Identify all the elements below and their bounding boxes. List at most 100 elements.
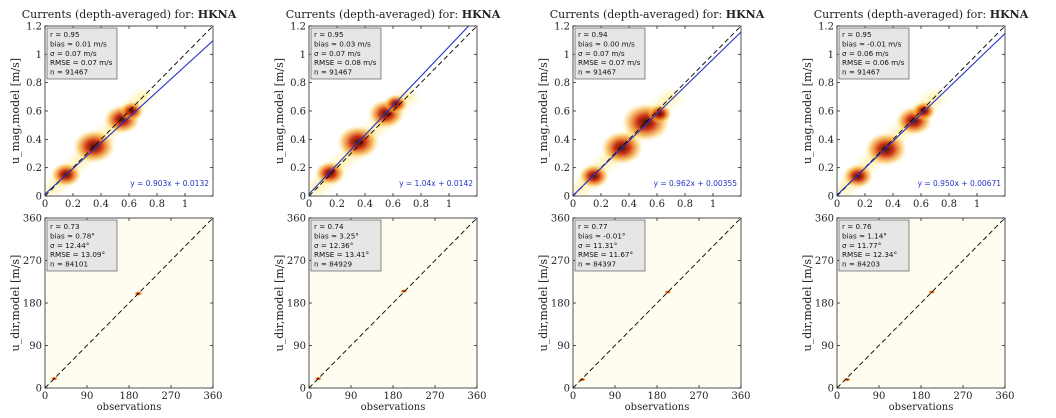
title-station: HKNA: [462, 8, 501, 21]
x-tick-label: 0.6: [385, 199, 401, 210]
y-tick-label: 0.2: [290, 163, 306, 174]
density-cloud: [309, 84, 423, 196]
stats-box: [838, 219, 910, 272]
x-tick-label: 0.8: [677, 199, 693, 210]
x-tick-label: 0: [42, 391, 48, 402]
x-tick-label: 0: [834, 391, 840, 402]
y-tick-label: 1: [300, 50, 306, 61]
stats-line: r = 0.94: [578, 30, 608, 39]
x-tick-label: 0.6: [913, 199, 929, 210]
fit-equation: y = 0.903x + 0.0132: [130, 179, 209, 188]
x-tick-label: 0.2: [857, 199, 873, 210]
stats-line: σ = 11.31°: [578, 241, 617, 250]
x-tick-label: 0.4: [357, 199, 373, 210]
x-axis-label: observations: [361, 402, 426, 413]
y-tick-label: 1: [36, 50, 42, 61]
x-tick-label: 180: [911, 391, 930, 402]
x-tick-label: 0: [42, 199, 48, 210]
y-tick-label: 180: [551, 299, 570, 310]
panel-title: Currents (depth-averaged) for: HKNA: [286, 8, 501, 21]
x-tick-label: 360: [731, 391, 750, 402]
y-axis-label: u_mag,model [m/s]: [273, 58, 286, 164]
x-tick-label: 0: [306, 199, 312, 210]
stats-line: RMSE = 12.34°: [842, 250, 897, 259]
x-tick-label: 90: [609, 391, 622, 402]
stats-line: bias = -0.01°: [578, 231, 626, 240]
y-tick-label: 180: [23, 299, 42, 310]
fit-equation: y = 0.962x + 0.00355: [654, 179, 738, 188]
x-tick-label: 270: [161, 391, 180, 402]
y-axis-label: u_dir,model [m/s]: [537, 255, 550, 352]
y-axis-label: u_dir,model [m/s]: [801, 255, 814, 352]
stats-line: bias = 0.00 m/s: [578, 39, 635, 48]
stats-line: σ = 0.07 m/s: [50, 49, 97, 58]
y-tick-label: 0.8: [26, 78, 42, 89]
stats-line: n = 84203: [842, 260, 880, 269]
density-cloud: [45, 84, 159, 196]
density-cluster: [647, 103, 673, 124]
y-tick-label: 0: [564, 384, 570, 395]
fit-line: [837, 33, 1005, 196]
stats-box: [46, 27, 118, 80]
y-tick-label: 1: [828, 50, 834, 61]
y-tick-label: 0.4: [554, 135, 570, 146]
y-axis-label: u_mag,model [m/s]: [537, 58, 550, 164]
x-tick-label: 0.6: [649, 199, 665, 210]
stats-line: n = 91467: [578, 68, 616, 77]
y-tick-label: 0.4: [26, 135, 42, 146]
y-tick-label: 90: [293, 341, 306, 352]
x-axis-label: observations: [625, 402, 690, 413]
stats-box: [838, 27, 910, 80]
y-tick-label: 0.2: [818, 163, 834, 174]
stats-line: σ = 0.07 m/s: [578, 49, 625, 58]
y-tick-label: 360: [23, 214, 42, 225]
stats-line: σ = 0.07 m/s: [314, 49, 361, 58]
x-tick-label: 90: [345, 391, 358, 402]
y-axis-label: u_mag,model [m/s]: [9, 58, 22, 164]
stats-line: n = 84929: [314, 260, 352, 269]
y-tick-label: 0.8: [818, 78, 834, 89]
stats-line: σ = 12.44°: [50, 241, 89, 250]
stats-line: n = 91467: [314, 68, 352, 77]
y-axis-label: u_dir,model [m/s]: [9, 255, 22, 352]
y-tick-label: 90: [29, 341, 42, 352]
y-tick-label: 0.4: [818, 135, 834, 146]
y-tick-label: 0.6: [554, 107, 570, 118]
y-tick-label: 360: [287, 214, 306, 225]
x-tick-label: 0.8: [149, 199, 165, 210]
fit-line: [309, 26, 470, 195]
stats-line: n = 91467: [50, 68, 88, 77]
y-tick-label: 90: [557, 341, 570, 352]
title-station: HKNA: [726, 8, 765, 21]
x-tick-label: 90: [873, 391, 886, 402]
x-tick-label: 0.4: [93, 199, 109, 210]
x-tick-label: 0.2: [593, 199, 609, 210]
panel-speed-4: 0 0.2 0.4 0.6 0.8 1 0 0.2 0.4 0.6 0.8 1 1.2 r = 0.95b…: [801, 8, 1029, 210]
y-tick-label: 270: [23, 256, 42, 267]
stats-line: bias = 0.03 m/s: [314, 39, 371, 48]
x-tick-label: 1: [974, 199, 980, 210]
density-cluster: [843, 377, 851, 382]
y-tick-label: 0.8: [290, 78, 306, 89]
title-prefix: Currents (depth-averaged) for:: [286, 8, 462, 21]
fit-equation: y = 1.04x + 0.0142: [399, 179, 473, 188]
stats-box: [310, 27, 382, 80]
y-tick-label: 0: [36, 384, 42, 395]
y-tick-label: 1.2: [26, 22, 42, 33]
y-tick-label: 0.2: [26, 163, 42, 174]
x-tick-label: 0.6: [121, 199, 137, 210]
x-axis-label: observations: [889, 402, 954, 413]
x-tick-label: 0: [570, 391, 576, 402]
stats-line: RMSE = 13.09°: [50, 250, 105, 259]
stats-line: RMSE = 11.67°: [578, 250, 633, 259]
y-tick-label: 270: [551, 256, 570, 267]
density-cluster: [119, 101, 145, 121]
x-tick-label: 0.4: [621, 199, 637, 210]
title-station: HKNA: [990, 8, 1029, 21]
panel-title: Currents (depth-averaged) for: HKNA: [22, 8, 237, 21]
panel-speed-1: 0 0.2 0.4 0.6 0.8 1 0 0.2 0.4 0.6 0.8 1 1.2 r = 0.95b…: [9, 8, 237, 210]
